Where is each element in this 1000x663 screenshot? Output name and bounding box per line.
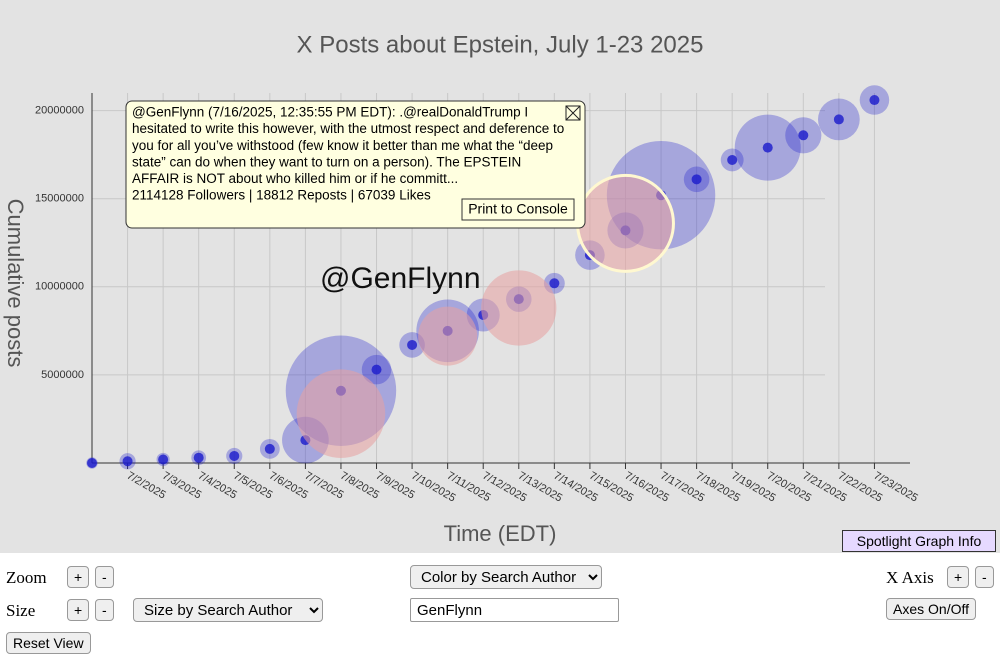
zoom-in[interactable]: + — [67, 566, 90, 588]
bubble-core — [87, 458, 97, 468]
zoom-out[interactable]: - — [95, 566, 114, 588]
y-tick-label: 5000000 — [41, 369, 84, 381]
size-plus[interactable]: + — [67, 599, 90, 621]
bubble-core — [264, 443, 275, 454]
bubble-core — [691, 174, 702, 185]
tooltip-line: AFFAIR is NOT about who killed him or if… — [132, 171, 458, 186]
bubble-core — [549, 278, 560, 289]
bubble — [481, 270, 557, 346]
y-tick-label: 10000000 — [35, 281, 84, 293]
color-select[interactable]: Color by Search Author — [410, 565, 602, 589]
bubble-core — [371, 364, 382, 375]
tooltip-line: you for all you’ve withstood (few know i… — [132, 138, 553, 153]
y-axis-label: Cumulative posts — [3, 199, 28, 368]
bubble-core — [798, 130, 809, 141]
y-tick-label: 15000000 — [35, 193, 84, 205]
x-axis-label: Time (EDT) — [444, 521, 557, 546]
chart-title: X Posts about Epstein, July 1-23 2025 — [297, 31, 704, 58]
print-button-label[interactable]: Print to Console — [468, 201, 568, 217]
bubble-core — [158, 454, 169, 465]
axes-toggle[interactable]: Axes On/Off — [886, 598, 976, 620]
bubble-core — [727, 154, 738, 165]
xaxis-minus[interactable]: - — [975, 566, 994, 588]
zoom-label: Zoom — [6, 568, 47, 587]
bubble — [418, 306, 478, 366]
size-label: Size — [6, 601, 36, 620]
bubble-core — [193, 452, 204, 463]
bubble-core — [407, 339, 418, 350]
bubble-core — [762, 142, 773, 153]
tooltip-box — [125, 100, 586, 229]
bubble-core — [869, 95, 880, 106]
chart: 50000001000000015000000200000007/2/20257… — [0, 0, 1000, 553]
bubble-core — [833, 114, 844, 125]
xaxis-label: X Axis — [886, 568, 934, 587]
reset-button[interactable]: Reset View — [6, 632, 91, 654]
search-input[interactable] — [410, 598, 619, 622]
tooltip-line: state” can do when they want to turn on … — [132, 154, 521, 169]
bubble — [296, 369, 386, 458]
y-tick-label: 20000000 — [35, 105, 84, 117]
tooltip: @GenFlynn (7/16/2025, 12:35:55 PM EDT): … — [132, 105, 564, 203]
annotation: @GenFlynn — [320, 262, 481, 295]
bubble — [575, 173, 675, 273]
tooltip-line: hesitated to write this however, with th… — [132, 121, 564, 136]
bubble-core — [229, 450, 240, 461]
info-button[interactable]: Spotlight Graph Info — [842, 530, 996, 552]
bubble-core — [122, 456, 133, 467]
xaxis-plus[interactable]: + — [947, 566, 970, 588]
tooltip-line: @GenFlynn (7/16/2025, 12:35:55 PM EDT): … — [132, 105, 528, 120]
print-button[interactable] — [461, 198, 575, 221]
close-icon[interactable] — [565, 105, 581, 121]
size-minus[interactable]: - — [95, 599, 114, 621]
size-select[interactable]: Size by Search Author — [133, 598, 323, 622]
tooltip-line: 2114128 Followers | 18812 Reposts | 6703… — [132, 188, 431, 203]
